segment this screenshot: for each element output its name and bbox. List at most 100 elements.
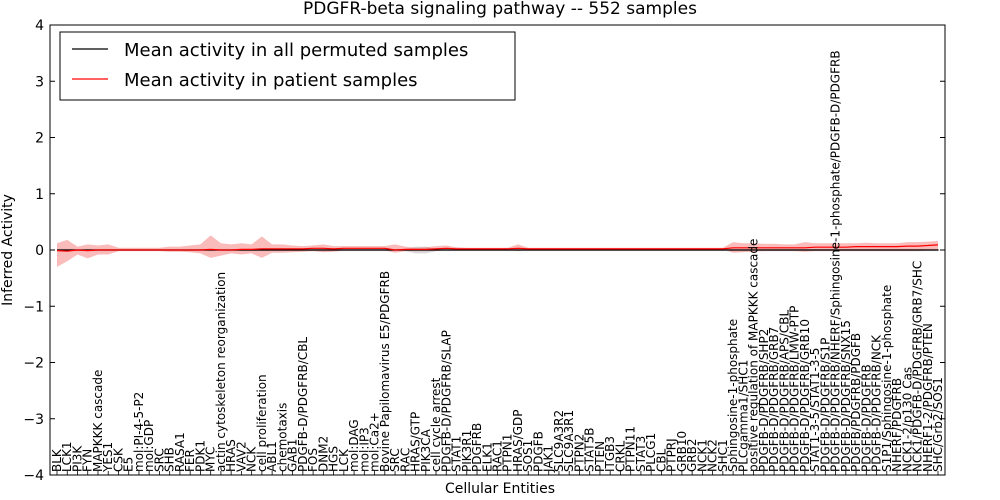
x-tick-label: PLCgamma1/SHC1 xyxy=(736,360,750,472)
chart-title: PDGFR-beta signaling pathway -- 552 samp… xyxy=(303,0,697,19)
x-tick-label: STAT5B xyxy=(583,428,597,473)
x-tick-label: STAT3 xyxy=(634,436,648,472)
x-tick-label: MYC xyxy=(204,447,218,472)
x-tick-label: PTPN1 xyxy=(501,434,515,472)
x-tick-label: HRAS/GDP xyxy=(511,409,525,472)
y-tick-label: 3 xyxy=(35,74,44,90)
x-tick-label: Sphingosine-1-phosphate xyxy=(726,319,740,472)
line-series-1 xyxy=(56,244,939,252)
x-tick-label: NCK xyxy=(245,446,259,472)
x-tick-label: PDGFB-D/PDGFRB/NHERF/Sphingosine-1-phosp… xyxy=(829,50,843,472)
x-tick-label: FOS xyxy=(306,448,320,472)
x-tick-label: mol:PI-4-5-P2 xyxy=(132,392,146,472)
band-series-1 xyxy=(57,235,938,267)
x-tick-label: SRC xyxy=(152,448,166,472)
x-tick-label: mol:GDP xyxy=(142,420,156,472)
legend-box xyxy=(59,31,516,101)
x-tick-label: PTPN11 xyxy=(624,426,638,472)
x-tick-label: PIK3CA xyxy=(419,428,433,472)
x-tick-label: PIK3R1 xyxy=(460,430,474,472)
x-tick-label: GAB1 xyxy=(286,439,300,472)
x-tick-label: chemotaxis xyxy=(275,403,289,472)
x-tick-label: RASA1 xyxy=(173,432,187,472)
x-tick-label: PDGFB-D/PDGFRB xyxy=(859,364,873,472)
x-tick-label: NCK2 xyxy=(706,439,720,472)
x-tick-label: mol:Ca2+ xyxy=(368,412,382,472)
x-tick-label: PTPRJ xyxy=(665,438,679,472)
y-axis-label: Inferred Activity xyxy=(0,194,16,306)
x-tick-label: PDGFB-D/PDGFRB/LMW-PTP xyxy=(788,306,802,472)
x-tick-label: CRKL xyxy=(613,440,627,472)
legend: Mean activity in all permuted samples Me… xyxy=(59,31,516,101)
x-tick-label: YES1 xyxy=(101,442,115,473)
x-tick-label: ITGB3 xyxy=(603,436,617,472)
x-tick-label: VAV2 xyxy=(234,441,248,472)
x-tick-label: cell proliferation xyxy=(255,374,269,472)
x-tick-label: PTEN xyxy=(593,441,607,472)
y-tick-label: −2 xyxy=(23,356,44,372)
y-tick-label: −3 xyxy=(23,412,44,428)
x-tick-label: SOS1 xyxy=(521,440,535,472)
x-tick-label: PDGFB xyxy=(532,431,546,472)
x-tick-label: SLC9A3R1 xyxy=(562,410,576,472)
x-tick-label: LCK xyxy=(337,448,351,472)
legend-label-patient: Mean activity in patient samples xyxy=(124,70,418,91)
x-tick-label: ABL1 xyxy=(265,441,279,472)
y-tick-label: −4 xyxy=(23,468,44,484)
x-tick-label: PDGFB-D/PDGFRB/NCK xyxy=(870,334,884,472)
x-tick-label: PDGFB/PDGFRB/PDGFB xyxy=(849,333,863,472)
x-tick-label: E5 xyxy=(122,457,136,472)
x-tick-label: GRB10 xyxy=(675,431,689,472)
x-tick-label: PDGFB-D/PDGFRB/S1P xyxy=(818,338,832,472)
x-tick-label: RAC1 xyxy=(491,440,505,472)
x-tick-label: PDGFRB xyxy=(470,423,484,472)
x-tick-label: PLCG1 xyxy=(644,433,658,472)
y-tick-label: −1 xyxy=(23,299,44,315)
x-tick-label: positive regulation of MAPKKK cascade xyxy=(747,239,761,472)
y-tick-label: 4 xyxy=(35,18,44,34)
x-tick-label: PTPN2 xyxy=(573,434,587,472)
x-tick-label: PDGFB-D/PDGFRB/SHP2 xyxy=(757,329,771,472)
x-axis-label: Cellular Entities xyxy=(445,481,555,497)
x-tick-label: NCK1-2/p130 Cas xyxy=(900,367,914,472)
x-tick-label: GRB2 xyxy=(685,438,699,472)
x-tick-label: SHC1 xyxy=(716,439,730,472)
y-axis-ticks: −4 −3 −2 −1 0 1 2 3 4 xyxy=(23,18,945,484)
x-tick-label: FYN xyxy=(81,449,95,472)
x-tick-label: mol:DAG xyxy=(347,419,361,472)
x-tick-label: actin cytoskeleton reorganization xyxy=(214,272,228,472)
plot-area-frame xyxy=(49,24,946,476)
x-tick-label: PDGFB-D/PDGFRB/SNX15 xyxy=(839,320,853,472)
x-tick-label: DNM2 xyxy=(316,436,330,472)
x-tick-label: STAT1 xyxy=(450,436,464,472)
x-tick-label: PDGFB-D/PDGFRB/SLAP xyxy=(439,330,453,472)
x-tick-label: NHERF/PDGFRB xyxy=(890,378,904,472)
x-tick-label: CSK xyxy=(112,447,126,472)
x-tick-label: PDGFB-D/PDGFRB/CBL xyxy=(296,337,310,472)
legend-label-permuted: Mean activity in all permuted samples xyxy=(124,40,468,61)
x-tick-label: HGS xyxy=(327,446,341,472)
x-tick-label: JAK1 xyxy=(542,445,556,473)
x-tick-label: BLK xyxy=(50,448,64,472)
x-tick-label: PI3K xyxy=(71,445,85,472)
x-tick-label: HRAS/GTP xyxy=(409,412,423,472)
x-tick-label: mol:IP3 xyxy=(357,427,371,472)
series-lines xyxy=(50,244,945,252)
x-tick-label: NHERF1-2/PDGFRB/PTEN xyxy=(921,323,935,472)
x-tick-label: Bovine Papilomavirus E5/PDGFRB xyxy=(378,271,392,472)
x-tick-label: PDGFB-D/PDGFRB/GRB7 xyxy=(767,327,781,472)
x-tick-label: RAC xyxy=(398,448,412,472)
x-tick-label: S1P1/Sphingosine-1-phosphate xyxy=(880,285,894,472)
y-tick-label: 2 xyxy=(35,131,44,147)
x-tick-label: MAPKKK cascade xyxy=(91,370,105,472)
x-tick-label: ELK1 xyxy=(480,442,494,472)
x-tick-label: SRC xyxy=(388,448,402,472)
x-tick-label: NCK1/PDGFB-D/PDGFRB/GRB7/SHC xyxy=(911,261,925,472)
x-tick-label: cell cycle arrest xyxy=(429,377,443,472)
x-tick-label: PDK1 xyxy=(193,440,207,472)
x-tick-label: HRAS xyxy=(224,439,238,472)
y-tick-label: 1 xyxy=(35,187,44,203)
x-tick-label: SHC/Grb2/SOS1 xyxy=(931,377,945,472)
